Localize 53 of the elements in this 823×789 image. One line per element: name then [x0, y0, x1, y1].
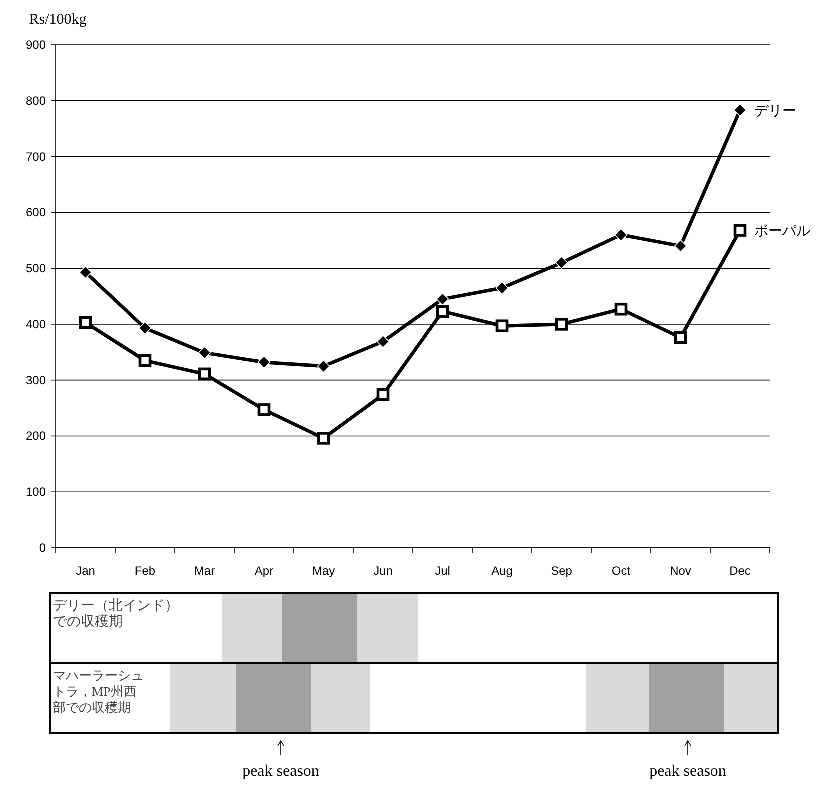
point: [138, 322, 152, 335]
x-tick-label: Dec: [730, 564, 751, 578]
point: [674, 240, 688, 253]
point: [496, 320, 509, 333]
x-tick-label: Jul: [435, 564, 450, 578]
x-tick-label: Apr: [254, 564, 274, 578]
point: [436, 305, 450, 318]
y-tick-label: 200: [26, 429, 46, 444]
point: [376, 388, 390, 402]
point: [198, 346, 212, 360]
text: peak season: [242, 763, 320, 780]
point: [317, 360, 330, 373]
x-tick-label: Nov: [670, 564, 692, 578]
y-tick-label: 900: [26, 38, 46, 52]
point: [376, 335, 390, 348]
y-tick-label: 0: [39, 541, 46, 555]
point: [436, 292, 450, 306]
y-tick-label: 100: [26, 485, 46, 500]
point: [258, 356, 271, 369]
point: [555, 318, 568, 331]
x-tick-label: Mar: [194, 564, 216, 578]
y-tick-label: 700: [26, 150, 46, 164]
y-tick-label: 600: [26, 206, 46, 220]
text: デリー（北インド）での収穫期: [53, 598, 179, 630]
x-tick-label: Sep: [551, 564, 573, 578]
x-tick-label: May: [312, 564, 336, 578]
series-label: ボーパル: [754, 222, 810, 239]
point: [734, 224, 747, 237]
point: [138, 354, 152, 368]
y-tick-label: 300: [26, 373, 46, 388]
point: [198, 368, 212, 381]
point: [734, 104, 747, 117]
x-tick-label: Aug: [492, 564, 513, 578]
x-tick-label: Feb: [134, 564, 156, 578]
point: [674, 331, 688, 344]
x-tick-label: Oct: [612, 564, 632, 578]
point: [79, 316, 92, 330]
x-tick-label: Jan: [76, 564, 96, 578]
point: [317, 432, 330, 445]
text: peak season: [650, 763, 726, 780]
y-tick-label: 400: [26, 317, 46, 332]
point: [496, 282, 509, 295]
y-axis-title: Rs/100kg: [29, 12, 88, 28]
point: [555, 256, 568, 270]
series-label: デリー: [754, 102, 796, 118]
point: [258, 404, 271, 416]
point: [79, 266, 92, 279]
y-tick-label: 500: [26, 262, 46, 276]
point: [614, 302, 628, 316]
text: マハーラーシュトラ，MP州西部での収穫期: [53, 668, 144, 715]
x-tick-label: Jun: [374, 564, 393, 578]
point: [614, 228, 628, 242]
y-tick-label: 800: [26, 94, 46, 108]
